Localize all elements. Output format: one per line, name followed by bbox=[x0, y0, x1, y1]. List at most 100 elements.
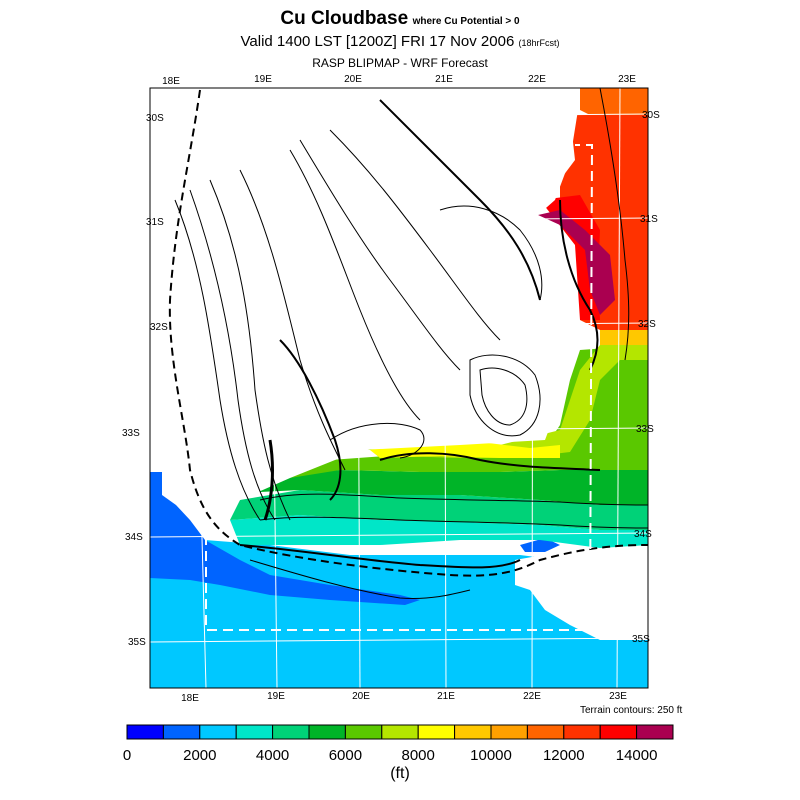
map-title-suffix: where Cu Potential > 0 bbox=[412, 16, 520, 27]
forecast-hours: (18hrFcst) bbox=[518, 38, 560, 48]
terrain-contour bbox=[559, 199, 599, 371]
lon-label-bottom: 18E bbox=[181, 693, 199, 704]
lat-labels-right: 30S 31S 32S 33S 34S 35S bbox=[632, 110, 660, 645]
terrain-contour bbox=[379, 452, 601, 471]
lon-labels-bottom: 18E 19E 20E 21E 22E 23E bbox=[181, 691, 627, 704]
meridian-22e bbox=[531, 88, 534, 688]
terrain-contour bbox=[379, 99, 541, 301]
colorbar-tick-label: 6000 bbox=[329, 747, 362, 764]
inner-domain-box bbox=[205, 144, 594, 631]
terrain-contours bbox=[174, 88, 648, 599]
colorbar-swatch bbox=[526, 724, 565, 740]
terrain-contour bbox=[599, 88, 630, 361]
colorbar-swatch bbox=[599, 724, 638, 740]
cloudbase-region-maroon bbox=[538, 210, 615, 315]
colorbar-swatch bbox=[308, 724, 346, 740]
terrain-contour bbox=[439, 205, 543, 301]
lon-label-top: 20E bbox=[344, 74, 362, 85]
cloudbase-region-4000-6000 bbox=[230, 515, 648, 548]
lat-label-right: 34S bbox=[634, 529, 652, 540]
lon-label-bottom: 19E bbox=[267, 691, 285, 702]
parallel-33s bbox=[150, 427, 648, 433]
terrain-contour bbox=[189, 189, 276, 521]
colorbar-swatch bbox=[235, 724, 274, 740]
colorbar-swatch bbox=[563, 724, 601, 740]
colorbar-swatch bbox=[381, 724, 419, 740]
colorbar-swatch bbox=[490, 724, 528, 740]
colorbar-tick-label: 0 bbox=[123, 747, 131, 764]
terrain-contour bbox=[289, 149, 421, 421]
colorbar-swatch bbox=[126, 724, 164, 740]
lat-label-left: 30S bbox=[146, 113, 164, 124]
meridian-18e bbox=[189, 88, 207, 688]
cloudbase-region-6000-8000 bbox=[230, 490, 648, 530]
colorbar-tick-label: 12000 bbox=[543, 747, 585, 764]
lon-labels-top: 18E 19E 20E 21E 22E 23E bbox=[162, 74, 636, 87]
colorbar: 0 2000 4000 6000 8000 10000 12000 14000 bbox=[123, 724, 674, 764]
terrain-contour bbox=[239, 169, 346, 471]
lat-labels-left: 30S 31S 32S 33S 34S 35S bbox=[122, 113, 168, 648]
cloudbase-region-1000-2000-east bbox=[520, 538, 560, 552]
colorbar-swatch bbox=[636, 724, 674, 740]
inner-domain-outline bbox=[205, 144, 594, 631]
meridian-20e bbox=[356, 88, 361, 688]
coastline bbox=[168, 89, 648, 577]
lon-label-bottom: 20E bbox=[352, 691, 370, 702]
map-title: Cu Cloudbase where Cu Potential > 0 bbox=[0, 8, 800, 30]
meridian-19e bbox=[269, 88, 278, 688]
lon-label-bottom: 21E bbox=[437, 691, 455, 702]
colorbar-swatch bbox=[199, 724, 237, 740]
terrain-contour bbox=[239, 544, 521, 569]
lon-label-top: 19E bbox=[254, 74, 272, 85]
terrain-contour bbox=[279, 339, 342, 501]
colorbar-tick-label: 14000 bbox=[616, 747, 658, 764]
parallel-34s bbox=[150, 532, 648, 538]
no-data-patch-west-coast bbox=[150, 88, 578, 530]
terrain-contour bbox=[263, 439, 274, 521]
colorbar-swatch bbox=[417, 724, 456, 740]
model-line: RASP BLIPMAP - WRF Forecast bbox=[312, 56, 488, 70]
terrain-contour bbox=[479, 367, 528, 426]
lon-label-top: 22E bbox=[528, 74, 546, 85]
parallel-35s bbox=[150, 637, 648, 643]
cloudbase-field bbox=[150, 88, 648, 688]
colorbar-swatch bbox=[162, 724, 201, 740]
lat-label-left: 33S bbox=[122, 428, 140, 439]
map-title-main: Cu Cloudbase bbox=[280, 8, 409, 29]
parallel-30s bbox=[150, 113, 648, 119]
colorbar-swatch bbox=[454, 724, 492, 740]
cloudbase-region-red bbox=[540, 195, 600, 320]
parallel-32s bbox=[150, 322, 648, 328]
lon-label-top: 23E bbox=[618, 74, 636, 85]
terrain-contour bbox=[469, 354, 541, 437]
lon-label-bottom: 22E bbox=[523, 691, 541, 702]
colorbar-tick-label: 8000 bbox=[402, 747, 435, 764]
lat-label-right: 33S bbox=[636, 424, 654, 435]
valid-time-line: Valid 1400 LST [1200Z] FRI 17 Nov 2006 (… bbox=[0, 33, 800, 50]
terrain-contour bbox=[259, 493, 648, 506]
colorbar-unit: (ft) bbox=[390, 765, 410, 782]
lat-label-right: 31S bbox=[640, 214, 658, 225]
meridian-21e bbox=[443, 88, 447, 688]
graticule bbox=[150, 88, 648, 688]
lon-label-top: 18E bbox=[162, 76, 180, 87]
cloudbase-region-1000-2000-west bbox=[150, 472, 420, 605]
coastline-path bbox=[168, 89, 648, 577]
map-frame bbox=[149, 87, 649, 689]
colorbar-tick-label: 4000 bbox=[256, 747, 289, 764]
terrain-contour bbox=[249, 559, 471, 599]
terrain-contour bbox=[329, 129, 501, 341]
lat-label-right: 35S bbox=[632, 634, 650, 645]
colorbar-tick-label: 10000 bbox=[470, 747, 512, 764]
terrain-contour bbox=[259, 516, 648, 529]
lon-label-top: 21E bbox=[435, 74, 453, 85]
colorbar-tick-label: 2000 bbox=[183, 747, 216, 764]
colorbar-swatch bbox=[344, 724, 383, 740]
terrain-contour bbox=[329, 422, 425, 459]
lat-label-left: 35S bbox=[128, 637, 146, 648]
terrain-contour-note: Terrain contours: 250 ft bbox=[580, 705, 683, 716]
lat-label-right: 32S bbox=[638, 319, 656, 330]
lon-label-bottom: 23E bbox=[609, 691, 627, 702]
valid-time: Valid 1400 LST [1200Z] FRI 17 Nov 2006 bbox=[240, 33, 515, 50]
